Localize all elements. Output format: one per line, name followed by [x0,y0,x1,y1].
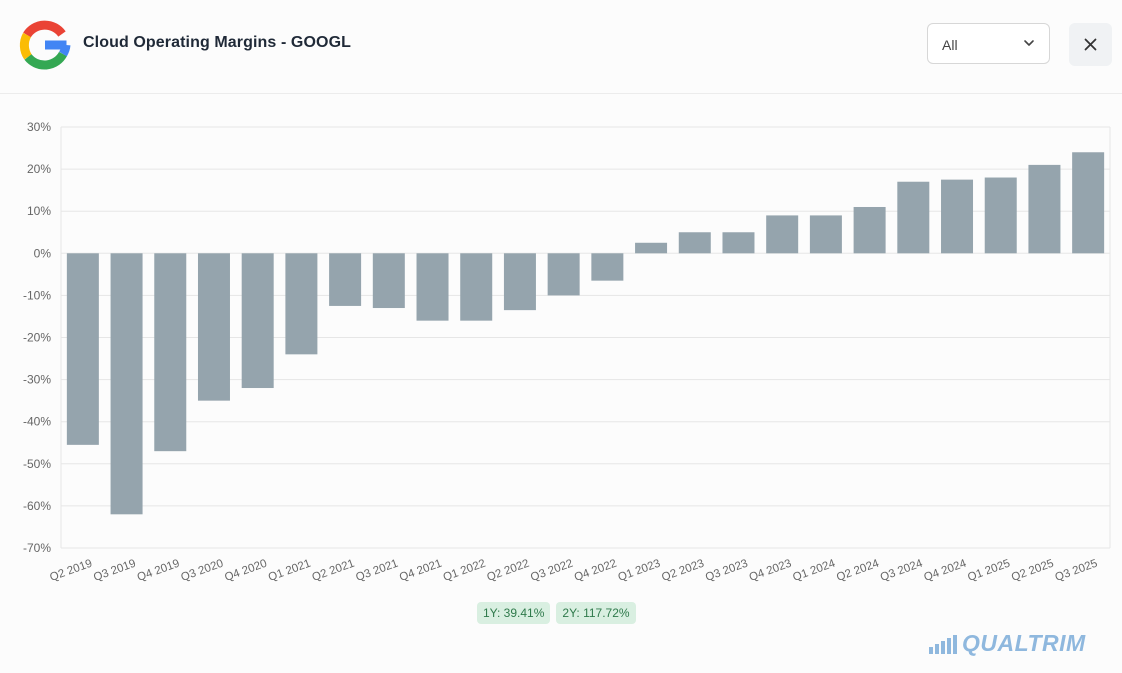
bar[interactable] [984,177,1017,254]
x-tick-label: Q1 2021 [267,558,313,584]
bar[interactable] [285,253,318,355]
bar[interactable] [678,232,711,254]
x-tick-label: Q2 2023 [660,558,706,584]
y-tick-label: 20% [27,162,51,176]
x-tick-label: Q1 2025 [966,558,1012,584]
y-tick-label: -10% [23,288,51,302]
y-tick-label: -20% [23,331,51,345]
header-bar: Cloud Operating Margins - GOOGL All [0,0,1122,94]
x-tick-label: Q3 2021 [354,558,400,584]
close-button[interactable] [1069,23,1112,66]
x-tick-label: Q4 2020 [223,558,269,584]
x-tick-label: Q2 2024 [835,557,881,584]
bar[interactable] [635,242,668,254]
bar[interactable] [110,253,143,515]
x-tick-label: Q1 2022 [442,558,488,584]
range-select[interactable]: All [927,23,1050,64]
y-tick-label: -70% [23,541,51,555]
badge-2y: 2Y: 117.72% [556,602,636,624]
y-tick-label: -40% [23,415,51,429]
y-tick-label: -30% [23,373,51,387]
chevron-down-icon [1024,40,1034,46]
bar[interactable] [372,253,405,309]
bar[interactable] [809,215,842,254]
y-tick-label: 30% [27,120,51,134]
page-title: Cloud Operating Margins - GOOGL [83,34,351,51]
badge-1y: 1Y: 39.41% [477,602,551,624]
x-tick-label: Q2 2019 [48,558,94,584]
x-tick-label: Q4 2024 [922,557,968,584]
x-tick-label: Q4 2019 [136,558,182,584]
bar[interactable] [66,253,99,445]
bar[interactable] [1072,152,1105,254]
bar[interactable] [853,206,886,254]
bar-chart-icon [929,635,957,654]
bar[interactable] [722,232,755,254]
bar[interactable] [941,179,974,254]
bar[interactable] [766,215,799,254]
google-logo-icon [19,20,71,70]
bar[interactable] [460,253,493,321]
close-icon [1084,38,1097,51]
x-tick-label: Q4 2022 [573,558,619,584]
bar[interactable] [897,181,930,254]
bar[interactable] [329,253,362,306]
range-select-value: All [942,37,958,53]
bar[interactable] [503,253,536,311]
x-tick-label: Q3 2020 [179,558,225,584]
y-tick-label: -50% [23,457,51,471]
x-tick-label: Q3 2023 [704,558,750,584]
x-tick-label: Q4 2021 [398,558,444,584]
bar[interactable] [547,253,580,296]
x-tick-label: Q2 2025 [1010,558,1056,584]
x-tick-label: Q3 2019 [92,558,138,584]
brand-name: QUALTRIM [962,630,1086,656]
bar[interactable] [241,253,274,389]
x-tick-label: Q1 2023 [617,558,663,584]
x-tick-label: Q2 2022 [485,558,531,584]
y-tick-label: 0% [34,246,52,260]
x-tick-label: Q4 2023 [748,558,794,584]
bar[interactable] [197,253,230,401]
bar[interactable] [1028,164,1061,254]
bar-chart: 30%20%10%0%-10%-20%-30%-40%-50%-60%-70% … [23,120,1111,584]
x-tick-label: Q3 2025 [1054,558,1100,584]
growth-badges: 1Y: 39.41% 2Y: 117.72% [477,602,636,624]
bar[interactable] [154,253,187,452]
y-tick-label: -60% [23,499,51,513]
y-tick-label: 10% [27,204,51,218]
x-tick-label: Q3 2024 [879,557,925,584]
bar[interactable] [416,253,449,321]
x-tick-label: Q2 2021 [311,558,357,584]
x-tick-label: Q1 2024 [791,557,837,584]
x-tick-label: Q3 2022 [529,558,575,584]
bar[interactable] [591,253,624,281]
